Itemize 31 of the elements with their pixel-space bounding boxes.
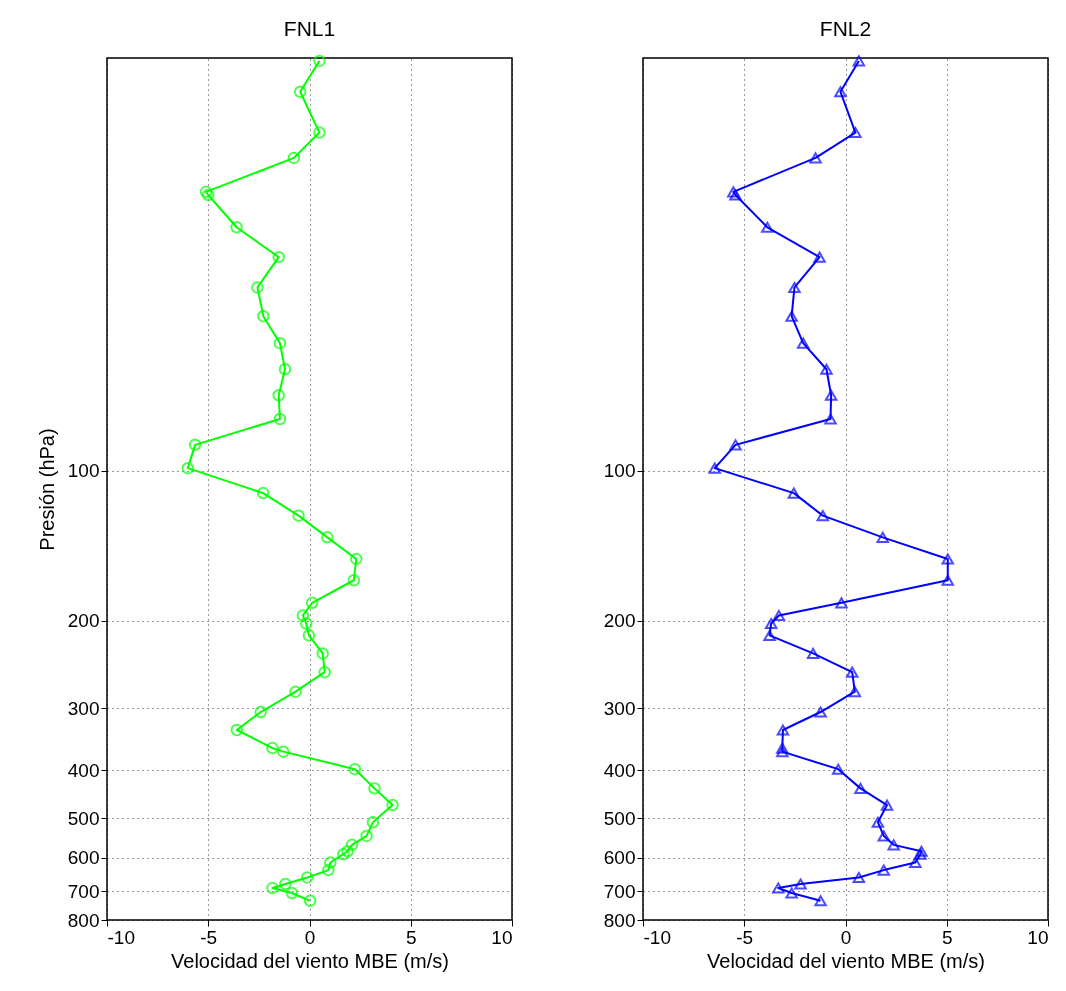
y-tick-label: 200 (603, 610, 636, 631)
x-tick-label: 5 (941, 926, 953, 948)
x-tick-label: 10 (1027, 926, 1049, 948)
y-tick-label: 800 (67, 909, 100, 931)
y-tick-label: 100 (603, 460, 636, 482)
y-tick-label: 300 (603, 697, 636, 719)
y-tick-label: 600 (67, 847, 100, 869)
y-tick-label: 300 (67, 697, 100, 719)
y-tick-label: 100 (67, 460, 100, 482)
y-tick-label: 400 (67, 759, 100, 781)
x-tick-label: 0 (304, 926, 316, 948)
y-axis-title: Presión (hPa) (35, 428, 58, 551)
y-tick-label: 500 (603, 807, 636, 829)
y-tick-label: 600 (603, 847, 636, 869)
x-tick-label: -5 (736, 926, 754, 948)
x-axis-title: Velocidad del viento MBE (m/s) (707, 949, 985, 972)
y-tick-label: 700 (67, 880, 100, 902)
x-tick-label: -10 (643, 926, 671, 948)
x-tick-label: -5 (200, 926, 218, 948)
x-tick-label: -10 (107, 926, 135, 948)
x-tick-label: 10 (491, 926, 513, 948)
y-tick-label: 400 (603, 759, 636, 781)
chart-title: FNL2 (819, 17, 872, 41)
x-axis-title: Velocidad del viento MBE (m/s) (171, 949, 449, 972)
x-tick-label: 0 (840, 926, 852, 948)
x-tick-label: 5 (405, 926, 417, 948)
y-tick-label: 200 (67, 610, 100, 631)
y-tick-label: 800 (603, 909, 636, 931)
chart-title: FNL1 (283, 16, 336, 40)
y-tick-label: 500 (67, 807, 100, 829)
y-tick-label: 700 (603, 880, 636, 902)
